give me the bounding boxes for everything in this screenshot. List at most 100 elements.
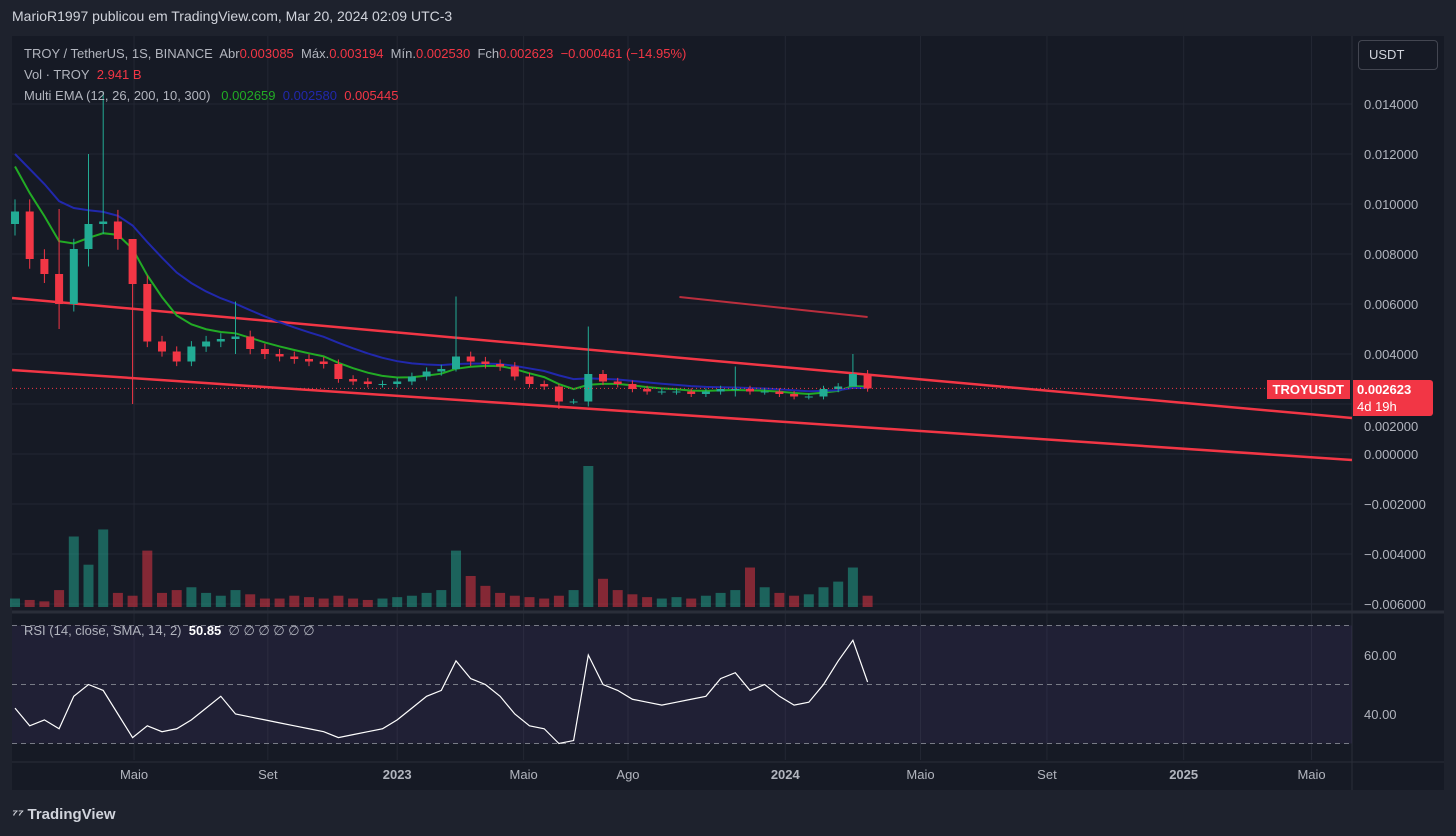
currency-button[interactable]: USDT <box>1358 40 1438 70</box>
volume-bar <box>274 598 285 607</box>
upper-channel-trendline <box>11 296 1353 420</box>
volume-bar <box>392 597 403 607</box>
candle-body <box>275 354 284 357</box>
volume-bar <box>700 595 711 607</box>
volume-bar <box>318 598 329 607</box>
volume-bar <box>598 578 608 607</box>
candle-body <box>716 389 725 392</box>
time-tick: Maio <box>510 767 538 782</box>
candle-body <box>231 336 240 339</box>
last-price-tag: 0.002623 4d 19h <box>1353 380 1433 416</box>
volume-bar <box>524 597 535 607</box>
volume-bar <box>186 587 197 607</box>
price-tick: −0.002000 <box>1364 497 1426 512</box>
symbol-legend: TROY / TetherUS, 1S, BINANCE Abr0.003085… <box>24 46 686 61</box>
candle-body <box>819 389 828 397</box>
candle-body <box>746 389 754 392</box>
price-tick: 0.010000 <box>1364 197 1418 212</box>
price-tick: 0.000000 <box>1364 447 1418 462</box>
candle-body <box>202 341 211 347</box>
symbol-name[interactable]: TROY / TetherUS, 1S, BINANCE <box>24 46 213 61</box>
time-tick: Set <box>1037 767 1057 782</box>
volume-bar <box>142 550 153 607</box>
ema3-value: 0.005445 <box>344 88 399 103</box>
candle-body <box>334 364 343 379</box>
volume-bar <box>68 536 79 607</box>
volume-bar <box>54 590 65 607</box>
candle-body <box>69 249 78 304</box>
volume-bar <box>304 597 314 607</box>
volume-bar <box>862 595 873 607</box>
candle-body <box>158 341 166 352</box>
low-value: 0.002530 <box>415 46 471 61</box>
volume-bar <box>759 587 770 607</box>
volume-bar <box>348 598 359 607</box>
volume-label[interactable]: Vol · TROY <box>24 67 90 82</box>
tradingview-logo[interactable]: ⁷⁷ TradingView <box>12 806 116 823</box>
time-tick: 2023 <box>383 767 412 782</box>
publish-info: MarioR1997 publicou em TradingView.com, … <box>12 8 453 24</box>
candle-body <box>496 364 505 367</box>
volume-bar <box>803 594 814 607</box>
volume-bar <box>171 590 182 607</box>
time-tick: Maio <box>1297 767 1325 782</box>
candle-body <box>216 339 225 342</box>
volume-bar <box>789 595 800 607</box>
candle-body <box>349 379 358 382</box>
candle-body <box>834 386 843 389</box>
rsi-label[interactable]: RSI (14, close, SMA, 14, 2) <box>24 623 182 638</box>
candle-body <box>731 389 740 390</box>
candle-body <box>863 374 872 389</box>
volume-bar <box>98 529 109 607</box>
volume-bar <box>686 598 697 607</box>
volume-bar <box>157 592 167 607</box>
close-value: 0.002623 <box>499 46 554 61</box>
candle-body <box>613 381 622 384</box>
volume-bar <box>730 590 741 607</box>
candle-body <box>290 356 299 359</box>
candle-body <box>584 374 593 402</box>
volume-bar <box>362 599 373 607</box>
candle-body <box>481 361 490 364</box>
volume-bar <box>509 595 520 607</box>
candle-body <box>687 391 696 394</box>
chart-panel[interactable] <box>12 36 1444 790</box>
volume-bar <box>245 594 256 607</box>
candle-body <box>11 211 19 224</box>
candle-body <box>305 359 313 362</box>
short-line-trendline <box>679 296 868 318</box>
candle-body <box>804 396 813 398</box>
volume-bar <box>833 581 844 607</box>
candle-body <box>672 391 681 393</box>
candle-body <box>790 394 799 397</box>
ema-legend: Multi EMA (12, 26, 200, 10, 300) 0.00265… <box>24 88 398 103</box>
volume-bar <box>201 592 212 607</box>
rsi-extra: ∅ ∅ ∅ ∅ ∅ ∅ <box>228 623 315 638</box>
candle-body <box>84 224 93 249</box>
price-tick: 0.002000 <box>1364 419 1418 434</box>
candle-body <box>554 386 563 402</box>
time-tick: Set <box>258 767 278 782</box>
volume-bar <box>406 595 417 607</box>
ema-label[interactable]: Multi EMA (12, 26, 200, 10, 300) <box>24 88 211 103</box>
volume-bar <box>539 598 550 607</box>
candle-body <box>319 361 328 364</box>
volume-bar <box>289 595 300 607</box>
volume-value: 2.941 B <box>96 67 142 82</box>
volume-bar <box>495 592 506 607</box>
ema1-value: 0.002659 <box>221 88 276 103</box>
price-tick: 0.006000 <box>1364 297 1418 312</box>
price-tick: 0.004000 <box>1364 347 1418 362</box>
candle-body <box>25 211 34 259</box>
volume-bar <box>818 587 829 607</box>
high-label: Máx. <box>301 46 330 61</box>
volume-bar <box>583 466 594 607</box>
time-tick: Maio <box>120 767 148 782</box>
time-tick: 2024 <box>771 767 801 782</box>
price-tick: 0.014000 <box>1364 97 1418 112</box>
ema2-value: 0.002580 <box>282 88 337 103</box>
candle-body <box>760 391 769 393</box>
price-tick: 0.012000 <box>1364 147 1418 162</box>
volume-bar <box>553 595 564 607</box>
